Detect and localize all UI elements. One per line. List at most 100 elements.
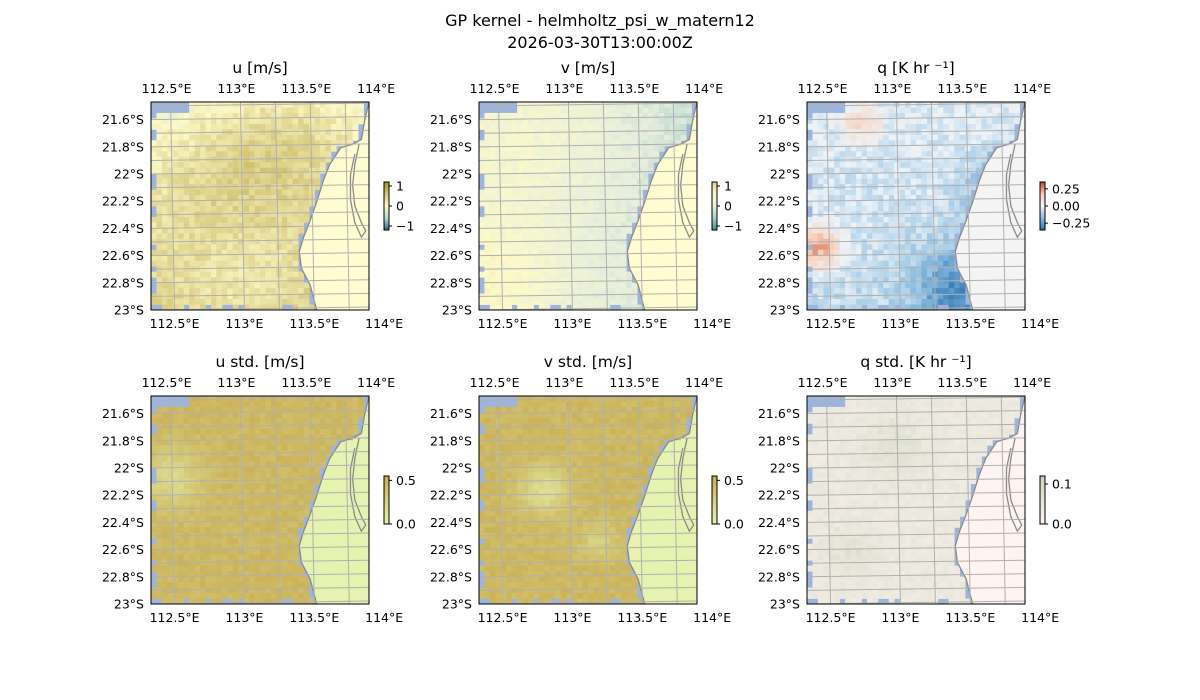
data-cell [566,178,573,185]
data-cell [926,238,933,245]
data-cell [626,184,632,190]
data-cell [686,107,692,114]
data-cell [167,450,174,457]
data-cell [489,304,496,310]
data-cell [959,162,966,169]
data-cell [341,107,348,114]
data-cell [981,112,988,119]
data-cell [151,516,157,523]
data-cell [205,461,212,468]
data-cell [637,156,643,163]
data-cell [528,288,534,294]
data-cell [254,222,261,229]
data-cell [189,145,195,152]
data-cell [511,260,518,267]
data-cell [905,277,911,284]
data-cell [238,184,245,190]
data-cell [156,216,163,223]
data-cell [845,140,851,147]
data-cell [151,593,157,599]
data-cell [866,178,873,185]
data-cell [582,178,589,185]
data-cell [292,227,299,234]
data-cell [970,145,977,152]
data-cell [194,417,201,424]
data-cell [828,145,835,152]
data-cell [254,227,261,234]
data-cell [314,123,321,130]
data-cell [823,299,830,305]
data-cell [210,145,217,152]
data-cell [249,151,255,158]
data-cell [943,216,950,223]
data-cell [178,140,185,147]
data-cell [287,396,294,402]
data-cell [817,167,824,174]
data-cell [899,249,906,256]
data-cell [281,299,288,305]
data-cell [937,249,944,256]
data-cell [593,178,600,185]
data-cell [560,412,567,419]
data-cell [216,271,223,278]
gridlines [479,102,697,310]
data-cell [877,260,884,267]
meridian-line [274,102,280,310]
data-cell [604,151,611,158]
data-cell [598,227,605,234]
data-cell [588,304,594,310]
data-cell [533,112,540,119]
data-cell [549,277,556,284]
data-cell [161,445,168,452]
data-cell [167,428,174,435]
data-cell [292,478,299,484]
data-cell [303,598,310,604]
data-cell [183,227,190,234]
data-cell [330,107,337,114]
data-cell [167,472,174,479]
data-cell [593,412,600,419]
data-cell [270,189,277,196]
data-cell [183,206,190,212]
data-cell [298,206,304,212]
data-cell [260,549,266,556]
data-cell [281,494,288,501]
data-cell [937,227,944,234]
data-cell [495,162,502,169]
data-cell [292,538,299,545]
data-cell [856,107,862,114]
data-cell [200,516,206,523]
data-cell [281,423,288,430]
data-cell [910,271,917,278]
data-cell [555,244,562,251]
data-cell [243,156,250,163]
data-cell [577,227,583,234]
data-cell [872,134,879,141]
data-cell [522,222,529,229]
data-cell [232,538,239,545]
data-cell [899,211,906,218]
data-cell [254,288,261,294]
data-cell [194,293,201,300]
data-cell [823,173,830,180]
data-cell [560,260,567,267]
data-cell [555,233,562,240]
data-cell [287,401,294,408]
data-cell [221,222,228,229]
data-cell [227,227,234,234]
data-cell [1003,102,1010,108]
data-cell [626,134,632,141]
data-cell [604,112,611,119]
data-cell [178,472,185,479]
data-cell [210,244,217,251]
data-cell [221,554,228,561]
data-cell [555,145,562,152]
data-cell [161,118,168,125]
data-cell [347,134,354,141]
data-cell [845,299,851,305]
data-cell [292,216,299,223]
data-cell [888,107,895,114]
data-cell [932,151,939,158]
data-cell [948,288,955,294]
data-cell [533,134,540,141]
